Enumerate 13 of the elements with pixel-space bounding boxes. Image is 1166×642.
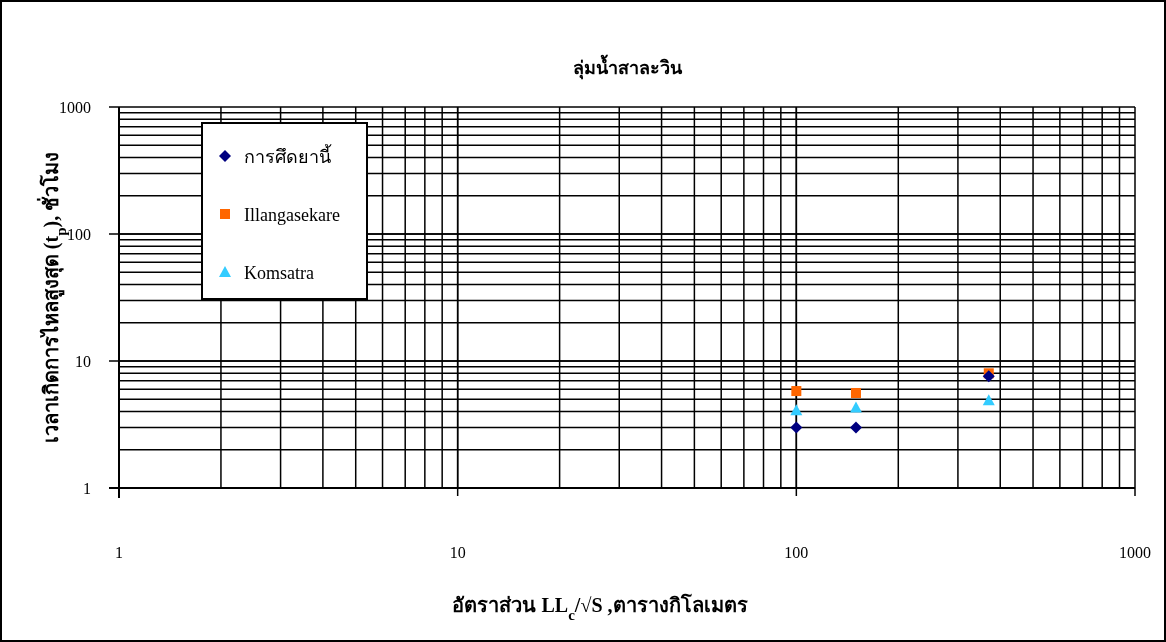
x-tick-label: 10 <box>449 544 466 561</box>
legend-label: Komsatra <box>244 263 314 283</box>
legend-label: การศึดยานี้ <box>244 144 332 167</box>
x-tick-label: 1 <box>115 544 123 561</box>
y-tick-label: 1 <box>83 480 91 497</box>
x-tick-label: 100 <box>784 544 809 561</box>
y-tick-label: 10 <box>75 353 91 370</box>
x-axis-title: อัตราส่วน LL$_{c}$/√S ,ตารางกิโลเมตร <box>452 593 748 623</box>
y-tick-label: 1000 <box>59 99 91 116</box>
x-tick-label: 1000 <box>1119 544 1151 561</box>
legend-label: Illangasekare <box>244 205 340 225</box>
y-tick-label: 100 <box>67 226 91 243</box>
chart-title: ลุ่มน้ำสาละวิน <box>572 54 683 80</box>
